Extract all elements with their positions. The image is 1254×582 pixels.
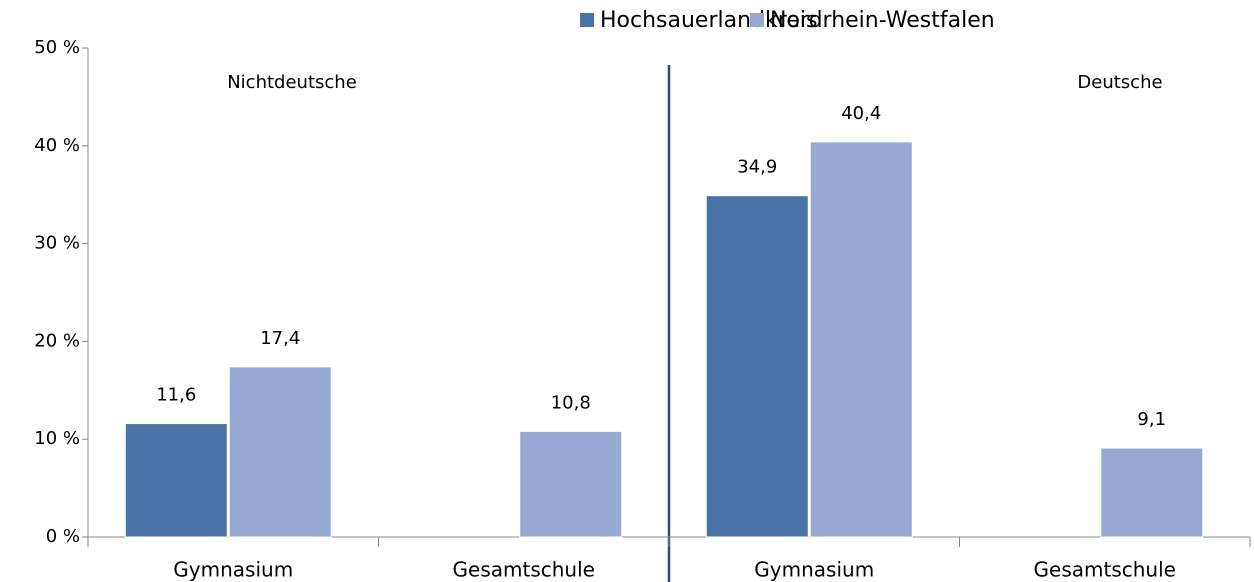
- group-label: Nichtdeutsche: [227, 72, 357, 93]
- bar: [705, 195, 809, 538]
- data-label: 11,6: [156, 385, 196, 406]
- group-label: Deutsche: [1077, 72, 1162, 93]
- legend-label: Nordrhein-Westfalen: [770, 8, 995, 33]
- y-tick-label: 10 %: [34, 428, 80, 449]
- legend-swatch: [750, 13, 764, 27]
- data-label: 40,4: [841, 103, 881, 124]
- legend-swatch: [580, 13, 594, 27]
- y-tick-label: 30 %: [34, 233, 80, 254]
- x-tick-label: Gymnasium: [173, 558, 293, 582]
- bar: [124, 423, 228, 538]
- y-tick-label: 0 %: [46, 526, 80, 547]
- legend-label: Hochsauerlandkreis: [600, 8, 817, 33]
- y-tick-label: 50 %: [34, 37, 80, 58]
- bar: [519, 430, 623, 538]
- bar: [1100, 447, 1204, 538]
- y-tick-label: 40 %: [34, 135, 80, 156]
- bar: [228, 366, 332, 538]
- data-label: 10,8: [551, 392, 591, 413]
- data-label: 34,9: [737, 157, 777, 178]
- x-tick-label: Gymnasium: [754, 558, 874, 582]
- data-label: 9,1: [1137, 409, 1166, 430]
- x-tick-label: Gesamtschule: [453, 558, 595, 582]
- data-label: 17,4: [260, 328, 300, 349]
- bar: [809, 141, 913, 538]
- y-tick-label: 20 %: [34, 330, 80, 351]
- x-tick-label: Gesamtschule: [1034, 558, 1176, 582]
